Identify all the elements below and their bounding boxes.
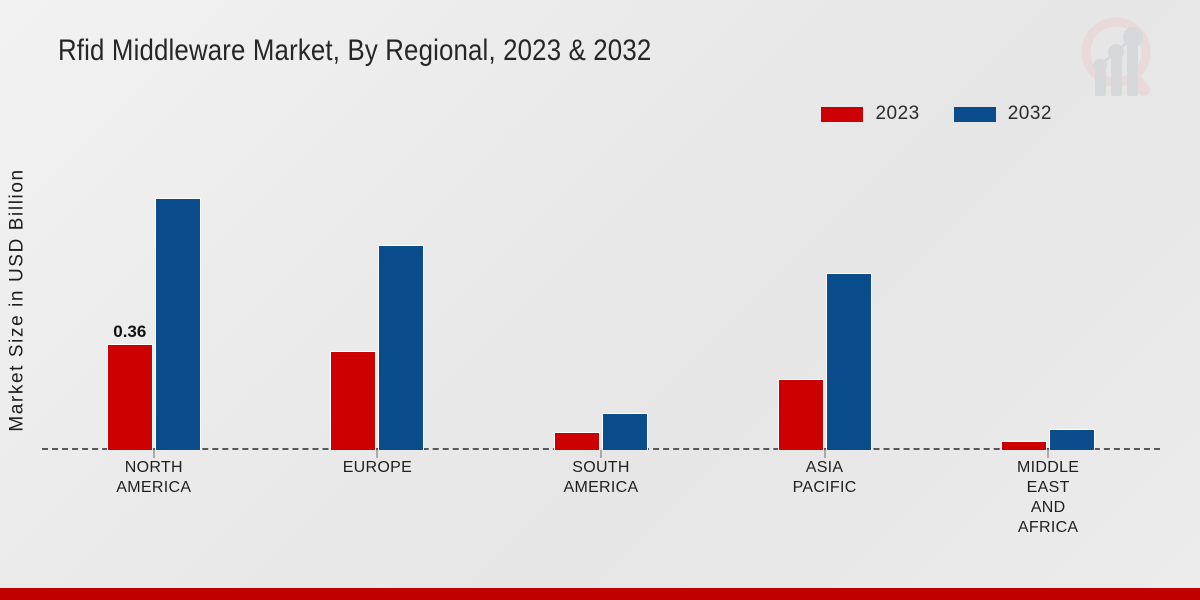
- x-axis-category-labels: NORTH AMERICA EUROPE SOUTH AMERICA ASIA PACIFI…: [42, 458, 1160, 538]
- bar-pair: [266, 170, 490, 450]
- legend-label-2023: 2023: [875, 103, 920, 124]
- plot-area: 0.36: [42, 170, 1160, 458]
- bar-pair: [713, 170, 937, 450]
- x-axis-label: NORTH AMERICA: [42, 458, 266, 538]
- x-axis-label-line: EAST: [1026, 479, 1070, 496]
- x-axis-label-line: EUROPE: [342, 459, 413, 476]
- x-axis-label: ASIA PACIFIC: [713, 458, 937, 538]
- bar-value-label: 0.36: [113, 321, 147, 341]
- bar-2032[interactable]: [601, 413, 648, 450]
- x-axis-label-line: AFRICA: [1017, 519, 1079, 536]
- y-axis-title: Market Size in USD Billion: [0, 0, 38, 600]
- x-axis-label-line: AND: [1030, 499, 1066, 516]
- bar-2023[interactable]: [777, 379, 824, 450]
- x-axis-label-line: SOUTH: [572, 459, 630, 476]
- bar-2032[interactable]: [378, 245, 425, 450]
- x-axis-tick: [153, 450, 155, 458]
- bar-pair: [936, 170, 1160, 450]
- legend-label-2032: 2032: [1007, 103, 1052, 124]
- bar-pair: 0.36: [42, 170, 266, 450]
- bar-pair: [489, 170, 713, 450]
- bar-2032[interactable]: [154, 198, 201, 450]
- bar-group: [266, 170, 490, 458]
- x-axis-label: EUROPE: [266, 458, 490, 538]
- x-axis-label-line: PACIFIC: [792, 479, 857, 496]
- market-research-logo-watermark: [1066, 8, 1174, 104]
- x-axis-tick: [376, 450, 378, 458]
- bar-2032[interactable]: [825, 273, 872, 450]
- legend-item-2032[interactable]: 2032: [953, 103, 1052, 125]
- bar-groups: 0.36: [42, 170, 1160, 458]
- x-axis-label: MIDDLE EAST AND AFRICA: [936, 458, 1160, 538]
- x-axis-label-line: AMERICA: [563, 479, 639, 496]
- y-axis-title-text: Market Size in USD Billion: [7, 168, 28, 432]
- chart-title: Rfid Middleware Market, By Regional, 202…: [58, 34, 652, 67]
- bar-group: [489, 170, 713, 458]
- bar-group: 0.36: [42, 170, 266, 458]
- x-axis-baseline: [42, 448, 1160, 450]
- bar-group: [713, 170, 937, 458]
- bar-2023[interactable]: 0.36: [106, 322, 153, 450]
- bar-2032[interactable]: [1049, 429, 1096, 450]
- x-axis-tick: [824, 450, 826, 458]
- bar-2023[interactable]: [330, 351, 377, 450]
- x-axis-label-line: MIDDLE: [1017, 459, 1080, 476]
- x-axis-tick: [600, 450, 602, 458]
- bottom-accent-bar: [0, 588, 1200, 600]
- legend-item-2023[interactable]: 2023: [821, 103, 919, 125]
- chart-legend: 2023 2032: [821, 103, 1052, 125]
- x-axis-label-line: NORTH: [124, 459, 183, 476]
- x-axis-label-line: ASIA: [805, 459, 844, 476]
- x-axis-label: SOUTH AMERICA: [489, 458, 713, 538]
- bar-2023[interactable]: [553, 432, 600, 450]
- x-axis-label-line: AMERICA: [116, 479, 192, 496]
- bar-2023[interactable]: [1001, 441, 1048, 450]
- legend-swatch-2023: [821, 106, 864, 122]
- x-axis-tick: [1047, 450, 1049, 458]
- bar-group: [936, 170, 1160, 458]
- legend-swatch-2032: [953, 106, 996, 122]
